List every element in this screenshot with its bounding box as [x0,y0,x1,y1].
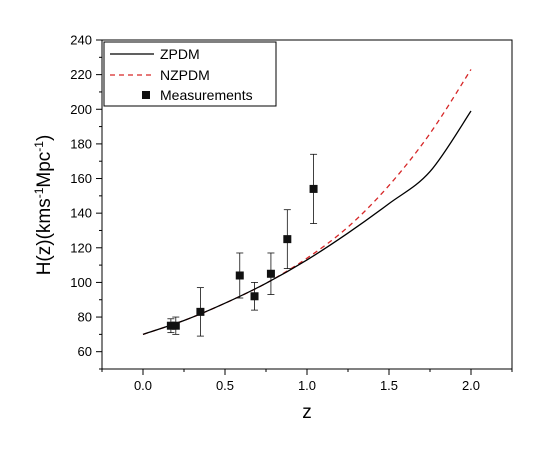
y-axis-title-part3: ) [34,135,55,141]
measurement-marker [166,321,175,330]
y-axis-title-sup1: -1 [32,187,46,198]
y-tick-label: 100 [70,275,92,290]
measurement-point [171,316,180,335]
measurement-marker [283,235,292,244]
measurement-point [235,252,244,299]
x-tick-label: 0.5 [216,378,234,393]
x-tick-label: 1.5 [380,378,398,393]
legend-label-zpdm: ZPDM [160,46,200,62]
legend-label-nzpdm: NZPDM [160,67,210,83]
measurement-marker [235,271,244,280]
measurement-point [283,209,292,269]
y-tick-label: 120 [70,240,92,255]
measurement-points [166,153,318,337]
legend-box [103,41,277,107]
measurement-marker [309,184,318,193]
legend-marker-measurements [142,91,150,99]
legend: ZPDM NZPDM Measurements [103,41,277,107]
y-axis-ticks: 60 80 100 120 140 160 180 200 220 240 [70,33,102,370]
x-tick-label: 2.0 [462,378,480,393]
measurement-marker [266,269,275,278]
y-axis-title: H(z)(kms-1Mpc-1) [32,135,55,276]
measurement-marker [250,292,259,301]
measurement-point [266,252,275,295]
y-tick-label: 140 [70,206,92,221]
measurement-marker [196,307,205,316]
measurement-point [196,287,205,337]
measurement-point [309,153,318,224]
y-tick-label: 60 [78,344,92,359]
y-tick-label: 200 [70,102,92,117]
legend-label-measurements: Measurements [160,87,253,103]
y-tick-label: 80 [78,310,92,325]
measurement-marker [171,321,180,330]
x-tick-label: 1.0 [298,378,316,393]
y-tick-label: 220 [70,67,92,82]
y-axis-title-sup2: -1 [32,141,46,152]
measurement-point [250,282,259,311]
y-tick-label: 180 [70,136,92,151]
y-axis-title-part2: Mpc [34,152,55,188]
measurement-point [166,318,175,334]
nzpdm-curve [142,69,472,335]
x-tick-label: 0.0 [134,378,152,393]
model-curves [142,69,472,335]
x-axis-ticks: 0.0 0.5 1.0 1.5 2.0 [101,369,513,393]
y-tick-label: 240 [70,33,92,48]
x-axis-title: z [302,402,312,423]
y-tick-label: 160 [70,171,92,186]
y-axis-title-part1: H(z)(kms [34,198,55,275]
